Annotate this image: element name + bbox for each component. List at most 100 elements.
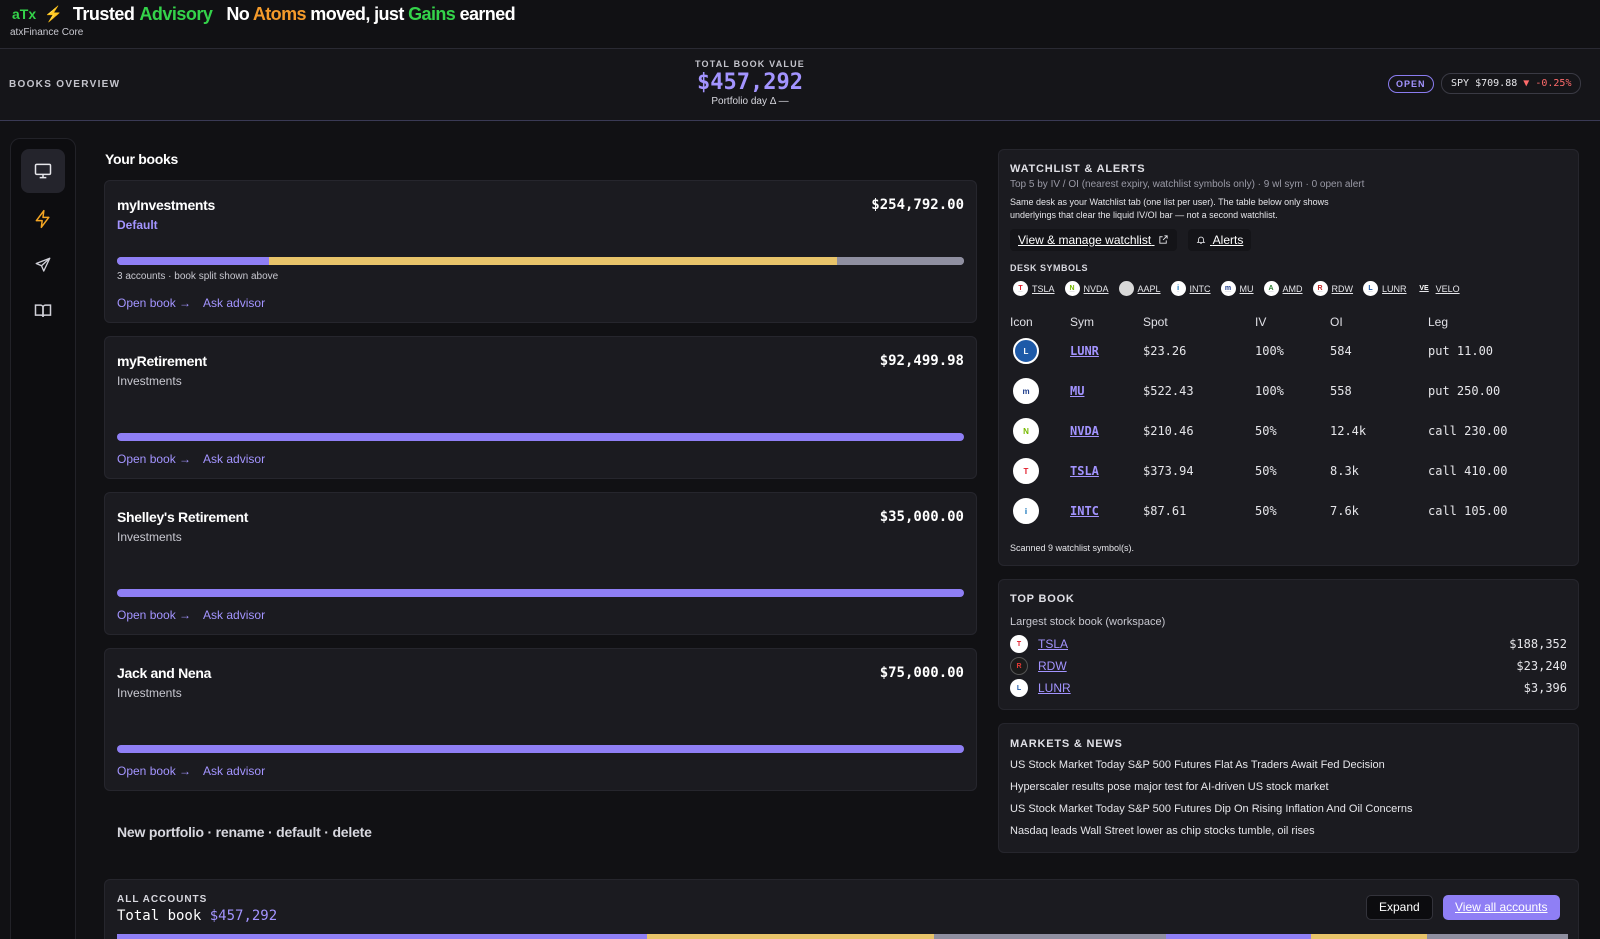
desk-symbol-chip[interactable]: m MU bbox=[1220, 281, 1254, 296]
iv-value: 50% bbox=[1255, 424, 1277, 438]
brand-subtitle: atxFinance Core bbox=[10, 27, 84, 38]
rail-bolt-button[interactable] bbox=[21, 197, 65, 241]
account-split-segment bbox=[117, 934, 647, 939]
position-value: $23,240 bbox=[1516, 659, 1567, 673]
market-status-badge: OPEN bbox=[1388, 75, 1434, 93]
symbol-link[interactable]: LUNR bbox=[1038, 681, 1071, 695]
open-book-link[interactable]: Open book → bbox=[117, 764, 192, 778]
news-item[interactable]: US Stock Market Today S&P 500 Futures Di… bbox=[1010, 803, 1413, 815]
watchlist-description: Same desk as your Watchlist tab (one lis… bbox=[1010, 197, 1329, 220]
book-name: Shelley's Retirement bbox=[117, 509, 249, 525]
book-note: 3 accounts · book split shown above bbox=[117, 271, 279, 282]
ask-advisor-link[interactable]: Ask advisor bbox=[203, 452, 266, 466]
desk-symbol-chip[interactable]: N NVDA bbox=[1064, 281, 1109, 296]
mu-logo-icon: m bbox=[1220, 281, 1236, 296]
markets-news-panel: MARKETS & NEWS US Stock Market Today S&P… bbox=[998, 723, 1579, 853]
symbol-link[interactable]: MU bbox=[1070, 384, 1085, 398]
leg-value: put 250.00 bbox=[1428, 384, 1501, 398]
book-split-segment bbox=[117, 745, 964, 753]
open-book-link[interactable]: Open book → bbox=[117, 608, 192, 622]
portfolio-management-links[interactable]: New portfolio · rename · default · delet… bbox=[117, 824, 372, 840]
tsla-logo-icon: T bbox=[1013, 458, 1039, 484]
rail-desktop-button[interactable] bbox=[21, 149, 65, 193]
column-header: IV bbox=[1255, 315, 1267, 329]
expand-button[interactable]: Expand bbox=[1366, 895, 1433, 920]
book-value: $75,000.00 bbox=[879, 665, 964, 681]
manage-watchlist-button[interactable]: View & manage watchlist bbox=[1010, 229, 1177, 251]
symbol-link[interactable]: TSLA bbox=[1038, 637, 1069, 651]
top-book-subtitle: Largest stock book (workspace) bbox=[1010, 616, 1166, 628]
desk-symbol-chip[interactable]: A AMD bbox=[1263, 281, 1303, 296]
book-split-bar bbox=[117, 433, 964, 441]
symbol-link[interactable]: LUNR bbox=[1070, 344, 1099, 358]
bolt-icon: ⚡ bbox=[44, 6, 63, 23]
brand[interactable]: aTx ⚡ Trusted Advisory No Atoms moved, j… bbox=[12, 3, 516, 25]
oi-value: 584 bbox=[1330, 344, 1352, 358]
account-split-segment bbox=[933, 934, 1167, 939]
lunr-logo-icon: L bbox=[1013, 338, 1039, 364]
column-header: OI bbox=[1330, 315, 1343, 329]
book-card[interactable]: Shelley's Retirement Investments $35,000… bbox=[104, 492, 977, 635]
watchlist-title: WATCHLIST & ALERTS bbox=[1010, 163, 1146, 175]
desk-symbol-chip[interactable]: AAPL bbox=[1118, 281, 1161, 296]
symbol-link[interactable]: INTC bbox=[1070, 504, 1099, 518]
spy-ticker[interactable]: SPY $709.88 ▼ -0.25% bbox=[1441, 73, 1582, 94]
rail-rocket-button[interactable] bbox=[21, 243, 65, 287]
book-card[interactable]: myInvestments Default $254,792.00 3 acco… bbox=[104, 180, 977, 323]
book-card[interactable]: Jack and Nena Investments $75,000.00 Ope… bbox=[104, 648, 977, 791]
table-header: Icon Sym Spot IV OI Leg bbox=[1010, 313, 1570, 331]
iv-value: 50% bbox=[1255, 464, 1277, 478]
book-type-label: Investments bbox=[117, 530, 182, 544]
oi-value: 558 bbox=[1330, 384, 1352, 398]
oi-value: 8.3k bbox=[1330, 464, 1359, 478]
book-split-segment bbox=[836, 257, 964, 265]
book-value: $254,792.00 bbox=[871, 197, 964, 213]
table-row: N NVDA $210.46 50% 12.4k call 230.00 bbox=[1010, 411, 1570, 451]
column-header: Icon bbox=[1010, 315, 1033, 329]
account-split-segment bbox=[1427, 934, 1568, 939]
book-split-segment bbox=[269, 257, 837, 265]
rdw-logo-icon: R bbox=[1010, 657, 1028, 675]
lunr-logo-icon: L bbox=[1363, 281, 1379, 296]
rail-book-button[interactable] bbox=[21, 289, 65, 333]
external-link-icon bbox=[1158, 235, 1168, 244]
desk-symbol-chip[interactable]: VE VELO bbox=[1416, 281, 1460, 296]
book-card[interactable]: myRetirement Investments $92,499.98 Open… bbox=[104, 336, 977, 479]
spot-price: $87.61 bbox=[1143, 504, 1187, 518]
watchlist-subtitle: Top 5 by IV / OI (nearest expiry, watchl… bbox=[1010, 179, 1365, 190]
your-books-title: Your books bbox=[105, 151, 178, 167]
iv-value: 50% bbox=[1255, 504, 1277, 518]
book-type-label: Investments bbox=[117, 686, 182, 700]
news-item[interactable]: US Stock Market Today S&P 500 Futures Fl… bbox=[1010, 759, 1385, 771]
account-split-segment bbox=[1166, 934, 1312, 939]
open-book-link[interactable]: Open book → bbox=[117, 296, 192, 310]
desktop-icon bbox=[34, 163, 52, 179]
total-book-value-title: TOTAL BOOK VALUE bbox=[694, 59, 806, 69]
all-accounts-panel: ALL ACCOUNTS Total book $457,292 Expand … bbox=[104, 879, 1579, 939]
ask-advisor-link[interactable]: Ask advisor bbox=[203, 296, 266, 310]
iv-value: 100% bbox=[1255, 344, 1284, 358]
desk-symbol-chip[interactable]: T TSLA bbox=[1013, 281, 1055, 296]
ask-advisor-link[interactable]: Ask advisor bbox=[203, 608, 266, 622]
rdw-logo-icon: R bbox=[1312, 281, 1328, 296]
spot-price: $373.94 bbox=[1143, 464, 1194, 478]
view-all-accounts-button[interactable]: View all accounts bbox=[1443, 895, 1560, 920]
ask-advisor-link[interactable]: Ask advisor bbox=[203, 764, 266, 778]
column-header: Spot bbox=[1143, 315, 1168, 329]
symbol-link[interactable]: RDW bbox=[1038, 659, 1067, 673]
news-item[interactable]: Hyperscaler results pose major test for … bbox=[1010, 781, 1329, 793]
symbol-link[interactable]: NVDA bbox=[1070, 424, 1099, 438]
top-book-panel: TOP BOOK Largest stock book (workspace) … bbox=[998, 579, 1579, 710]
nvda-logo-icon: N bbox=[1013, 418, 1039, 444]
desk-symbol-chip[interactable]: L LUNR bbox=[1363, 281, 1407, 296]
book-name: myRetirement bbox=[117, 353, 207, 369]
open-book-link[interactable]: Open book → bbox=[117, 452, 192, 466]
top-bar: aTx ⚡ Trusted Advisory No Atoms moved, j… bbox=[0, 0, 1600, 49]
alerts-button[interactable]: Alerts bbox=[1188, 229, 1252, 251]
symbol-link[interactable]: TSLA bbox=[1070, 464, 1099, 478]
desk-symbol-chip[interactable]: R RDW bbox=[1312, 281, 1353, 296]
table-row: T TSLA $373.94 50% 8.3k call 410.00 bbox=[1010, 451, 1570, 491]
news-item[interactable]: Nasdaq leads Wall Street lower as chip s… bbox=[1010, 825, 1315, 837]
total-book: Total book $457,292 bbox=[117, 908, 278, 924]
desk-symbol-chip[interactable]: i INTC bbox=[1170, 281, 1211, 296]
